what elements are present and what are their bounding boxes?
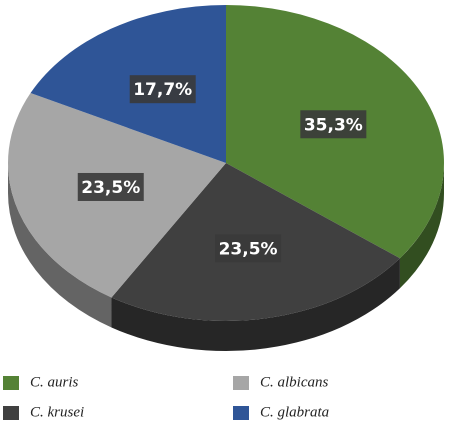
legend-label: C. krusei bbox=[30, 404, 84, 420]
legend-swatch bbox=[3, 406, 19, 420]
legend-label: C. glabrata bbox=[260, 404, 329, 420]
label-box bbox=[300, 110, 367, 139]
legend-label: C. auris bbox=[30, 374, 79, 390]
slice bbox=[30, 5, 226, 163]
slice-side bbox=[8, 163, 112, 328]
data-label: 35,3% bbox=[304, 115, 363, 135]
legend-swatch bbox=[233, 376, 249, 390]
slice-side bbox=[111, 258, 400, 351]
label-box bbox=[215, 234, 282, 263]
legend-label: C. albicans bbox=[260, 374, 328, 390]
legend-swatch bbox=[3, 376, 19, 390]
data-label: 17,7% bbox=[133, 80, 192, 100]
label-box bbox=[77, 172, 144, 201]
data-label: 23,5% bbox=[81, 178, 140, 198]
label-box bbox=[129, 75, 196, 104]
data-label: 23,5% bbox=[219, 239, 278, 259]
legend-swatch bbox=[233, 406, 249, 420]
slice-side bbox=[399, 163, 444, 289]
